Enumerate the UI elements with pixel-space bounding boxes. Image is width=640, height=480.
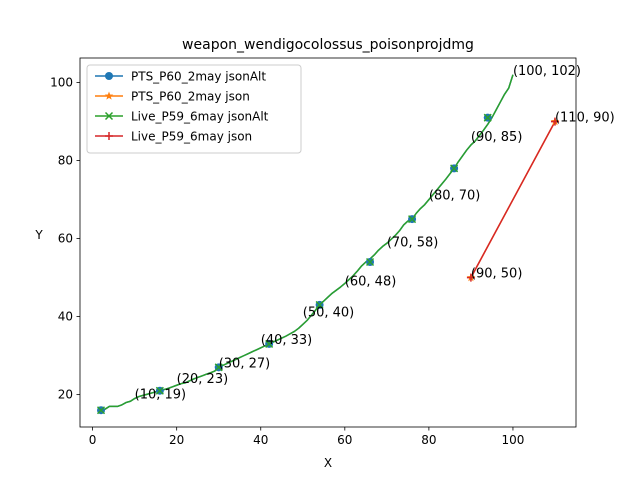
data-point: [483, 113, 492, 122]
data-point: [450, 164, 459, 173]
data-label: (50, 40): [303, 306, 355, 321]
x-tick-label: 80: [421, 433, 436, 447]
y-tick-label: 60: [58, 232, 73, 246]
data-label: (80, 70): [429, 189, 481, 204]
legend-marker: [104, 91, 114, 100]
data-point: [366, 257, 375, 267]
data-label: (90, 85): [471, 130, 523, 145]
data-point: [466, 273, 475, 282]
plot-lines: [100, 74, 556, 411]
x-tick-label: 20: [169, 433, 184, 447]
data-point: [315, 300, 324, 309]
x-axis-label: X: [324, 456, 332, 470]
y-tick-label: 20: [58, 388, 73, 402]
data-label: (90, 50): [471, 267, 523, 282]
legend-marker: [105, 72, 113, 80]
legend-item: PTS_P60_2may jsonAlt: [95, 70, 266, 84]
data-label: (70, 58): [387, 235, 439, 250]
legend-label: PTS_P60_2may jsonAlt: [131, 70, 266, 84]
legend: PTS_P60_2may jsonAlt PTS_P60_2may json Liv…: [86, 64, 302, 154]
y-axis-label: Y: [34, 228, 43, 242]
data-point: [265, 339, 274, 348]
data-label: (60, 48): [345, 274, 397, 289]
x-tick-label: 0: [89, 433, 97, 447]
axes-frame: [79, 57, 577, 428]
data-label: (110, 90): [555, 111, 615, 126]
data-label: (100, 102): [513, 64, 581, 79]
data-point: [550, 117, 559, 126]
y-tick-label: 40: [58, 310, 73, 324]
data-point: [155, 386, 164, 395]
data-point: [214, 363, 223, 372]
plot-markers: [96, 113, 560, 415]
x-tick-label: 100: [501, 433, 524, 447]
legend-item: Live_P59_6may jsonAlt: [95, 110, 269, 124]
legend-box: [86, 64, 302, 154]
data-point: [408, 215, 417, 224]
x-tick-label: 60: [337, 433, 352, 447]
y-tick-label: 100: [50, 76, 73, 90]
legend-label: Live_P59_6may json: [131, 130, 252, 144]
data-label: (10, 19): [135, 388, 187, 403]
data-point: [96, 406, 106, 415]
legend-marker: [104, 111, 114, 121]
legend-item: PTS_P60_2may json: [95, 90, 250, 104]
data-label: (20, 23): [177, 372, 229, 387]
x-tick-label: 40: [253, 433, 268, 447]
legend-label: PTS_P60_2may json: [131, 90, 250, 104]
series-line-4: [470, 121, 556, 278]
legend-item: Live_P59_6may json: [95, 130, 252, 144]
legend-label: Live_P59_6may jsonAlt: [131, 110, 269, 124]
chart-title: weapon_wendigocolossus_poisonprojdmg: [182, 37, 474, 53]
plot-annotations: (10, 19)(20, 23)(30, 27) (40, 33) (50, 40)…: [135, 64, 615, 403]
legend-marker: [105, 132, 113, 140]
y-axis-ticks: 20 40 60 80 100: [50, 76, 80, 402]
data-label: (30, 27): [219, 356, 271, 371]
series-line-3: [100, 74, 514, 411]
x-axis-ticks: 0 20 40 60 80 100: [89, 427, 524, 447]
data-label: (40, 33): [261, 333, 313, 348]
y-tick-label: 80: [58, 154, 73, 168]
